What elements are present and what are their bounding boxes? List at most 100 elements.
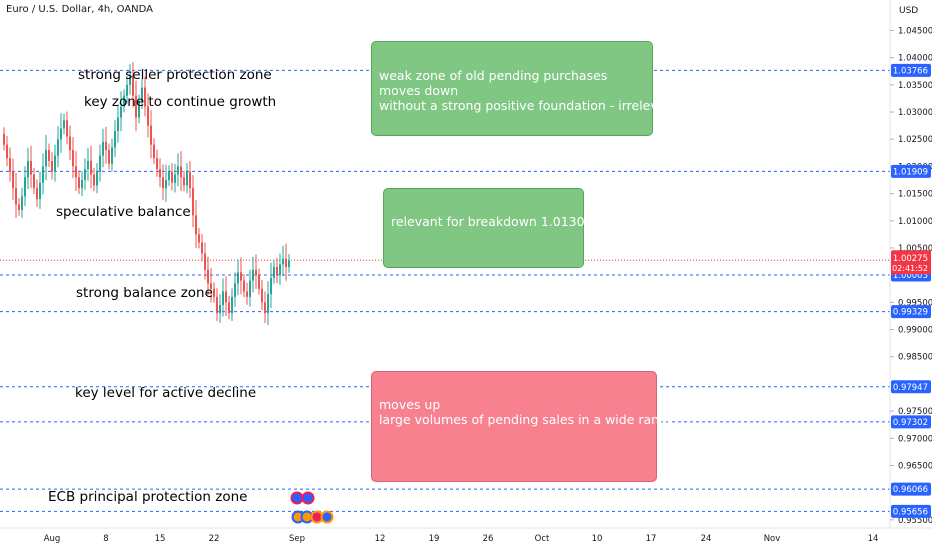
candle-body bbox=[246, 291, 248, 297]
candle-body bbox=[21, 196, 23, 210]
candle-body bbox=[237, 272, 239, 284]
candle-body bbox=[45, 150, 47, 167]
candle-body bbox=[171, 171, 173, 183]
current-price-tag bbox=[891, 250, 931, 275]
candle-body bbox=[240, 272, 242, 281]
candle-body bbox=[222, 291, 224, 306]
level-price-tag bbox=[891, 415, 931, 429]
candle-body bbox=[33, 174, 35, 189]
y-tick-label: 0.97000 bbox=[898, 434, 932, 444]
level-price-label: 0.97947 bbox=[893, 383, 928, 393]
candle-body bbox=[288, 260, 290, 267]
candle-body bbox=[84, 169, 86, 180]
annotation-speculative: speculative balance bbox=[56, 204, 191, 220]
candle-body bbox=[186, 171, 188, 186]
candle-body bbox=[249, 280, 251, 297]
candle-body bbox=[264, 302, 266, 314]
x-tick-label: 15 bbox=[155, 534, 166, 544]
candle-body bbox=[9, 158, 11, 172]
y-tick-label: 1.00500 bbox=[898, 244, 932, 254]
candle-body bbox=[204, 253, 206, 270]
sales-zone-box[interactable]: moves up large volumes of pending sales … bbox=[371, 371, 675, 482]
candle-body bbox=[105, 141, 107, 151]
level-price-label: 0.97302 bbox=[893, 418, 928, 428]
event-icon bbox=[301, 491, 315, 505]
candle-body bbox=[162, 177, 164, 189]
candle-body bbox=[111, 147, 113, 164]
candle-body bbox=[39, 182, 41, 200]
weak-zone-line-3: without a strong positive foundation - i… bbox=[379, 98, 679, 113]
candle-body bbox=[195, 215, 197, 235]
candle-body bbox=[27, 160, 29, 178]
candle-body bbox=[153, 144, 155, 159]
candle-body bbox=[210, 283, 212, 289]
relevant-zone-line-1: relevant for breakdown 1.0130\50 bbox=[391, 214, 605, 229]
candle-body bbox=[18, 204, 20, 210]
economic-event-icons[interactable] bbox=[290, 491, 334, 524]
candle-body bbox=[216, 296, 218, 314]
level-price-tag bbox=[891, 482, 931, 496]
candle-body bbox=[234, 283, 236, 297]
candle-body bbox=[258, 275, 260, 289]
relevant-zone-box[interactable]: relevant for breakdown 1.0130\50 bbox=[383, 188, 605, 268]
y-tick-label: 0.97500 bbox=[898, 407, 932, 417]
level-price-label: 0.96066 bbox=[893, 485, 928, 495]
candle-body bbox=[192, 188, 194, 216]
candle-body bbox=[129, 75, 131, 85]
y-tick-label: 0.99500 bbox=[898, 298, 932, 308]
candle-body bbox=[63, 120, 65, 129]
weak-zone-box[interactable]: weak zone of old pending purchases moves… bbox=[371, 41, 679, 136]
candle-body bbox=[189, 171, 191, 189]
candle-body bbox=[120, 106, 122, 118]
candle-body bbox=[51, 160, 53, 172]
candle-body bbox=[165, 180, 167, 189]
candle-body bbox=[141, 87, 143, 102]
candle-body bbox=[252, 269, 254, 281]
candle-body bbox=[99, 155, 101, 172]
candle-body bbox=[114, 131, 116, 148]
y-tick-label: 0.95500 bbox=[898, 516, 932, 526]
x-tick-label: 14 bbox=[868, 534, 879, 544]
candle-body bbox=[69, 136, 71, 151]
candle-body bbox=[147, 106, 149, 126]
x-tick-label: 8 bbox=[103, 534, 108, 544]
x-tick-label: 24 bbox=[701, 534, 712, 544]
candle-body bbox=[198, 234, 200, 243]
chart-title: Euro / U.S. Dollar, 4h, OANDA bbox=[6, 4, 154, 15]
x-tick-label: Oct bbox=[535, 534, 550, 544]
weak-zone-line-1: weak zone of old pending purchases bbox=[379, 68, 608, 83]
candle-body bbox=[102, 141, 104, 156]
candle-body bbox=[255, 269, 257, 276]
candle-body bbox=[231, 296, 233, 314]
level-price-label: 0.95656 bbox=[893, 507, 928, 517]
candle-body bbox=[87, 160, 89, 170]
countdown-label: 02:41:52 bbox=[892, 264, 928, 273]
y-tick-label: 1.04000 bbox=[898, 54, 932, 64]
candle-body bbox=[270, 277, 272, 295]
candle-body bbox=[108, 150, 110, 164]
candle-body bbox=[66, 120, 68, 137]
candle-body bbox=[156, 158, 158, 170]
candle-body bbox=[123, 95, 125, 107]
level-price-tag bbox=[891, 504, 931, 518]
level-price-tag bbox=[891, 380, 931, 394]
candle-body bbox=[168, 171, 170, 180]
event-icon bbox=[320, 510, 334, 524]
candle-body bbox=[276, 267, 278, 276]
candle-body bbox=[207, 269, 209, 284]
annotation-balance: strong balance zone bbox=[76, 285, 213, 301]
level-price-tag bbox=[891, 305, 931, 319]
candle-body bbox=[132, 75, 134, 96]
y-tick-label: 1.01500 bbox=[898, 190, 932, 200]
x-tick-label: 19 bbox=[429, 534, 440, 544]
x-tick-label: 22 bbox=[209, 534, 220, 544]
candle-body bbox=[219, 305, 221, 314]
candle-body bbox=[126, 84, 128, 96]
candle-body bbox=[36, 188, 38, 200]
candle-body bbox=[177, 166, 179, 175]
y-tick-label: 1.04500 bbox=[898, 26, 932, 36]
y-tick-label: 0.98500 bbox=[898, 353, 932, 363]
annotation-key-growth: key zone to continue growth bbox=[84, 94, 277, 110]
sales-zone-line-1: moves up bbox=[379, 397, 441, 412]
